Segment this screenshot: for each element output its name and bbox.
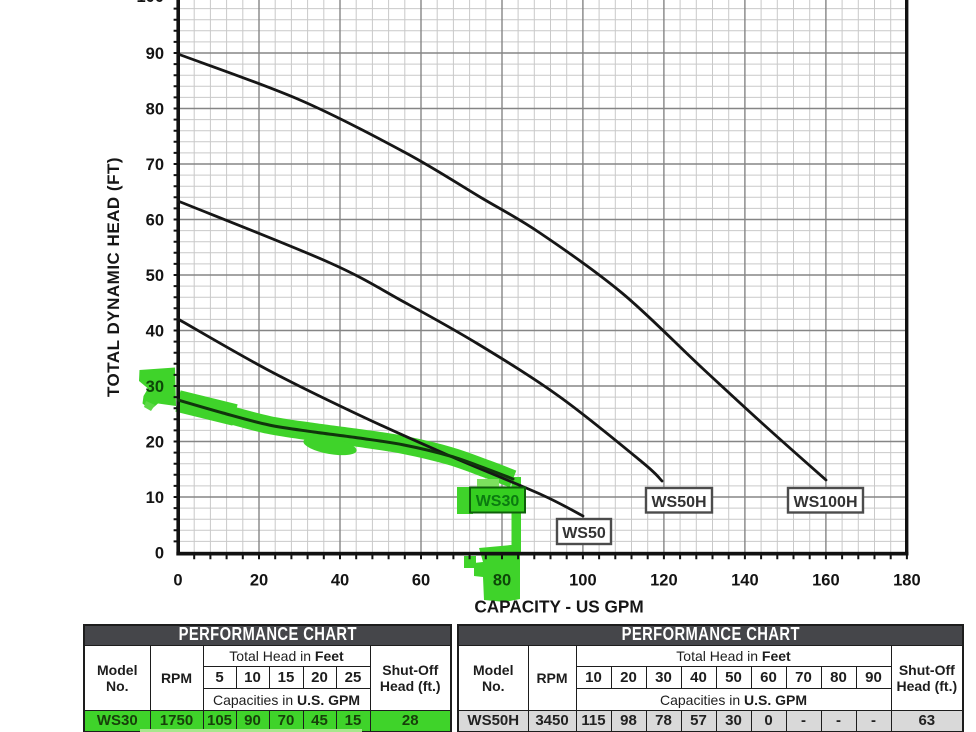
- svg-text:WS50: WS50: [562, 525, 606, 542]
- svg-text:WS30: WS30: [476, 493, 520, 510]
- svg-text:40: 40: [146, 323, 164, 341]
- svg-text:20: 20: [250, 572, 268, 590]
- svg-text:70: 70: [146, 156, 164, 174]
- svg-text:100: 100: [136, 0, 164, 6]
- svg-text:30: 30: [146, 378, 164, 396]
- svg-text:120: 120: [650, 572, 678, 590]
- svg-text:80: 80: [146, 101, 164, 119]
- svg-text:90: 90: [146, 45, 164, 63]
- svg-text:20: 20: [146, 434, 164, 452]
- svg-text:180: 180: [893, 572, 921, 590]
- svg-text:CAPACITY - US GPM: CAPACITY - US GPM: [474, 597, 643, 617]
- svg-text:0: 0: [155, 545, 164, 563]
- svg-text:0: 0: [173, 572, 182, 590]
- svg-text:50: 50: [146, 267, 164, 285]
- svg-text:TOTAL DYNAMIC HEAD (FT): TOTAL DYNAMIC HEAD (FT): [104, 157, 123, 397]
- svg-text:60: 60: [146, 212, 164, 230]
- svg-text:100: 100: [569, 572, 597, 590]
- svg-text:80: 80: [493, 572, 511, 590]
- svg-text:60: 60: [412, 572, 430, 590]
- svg-text:WS100H: WS100H: [793, 494, 857, 511]
- svg-text:140: 140: [731, 572, 759, 590]
- svg-text:10: 10: [146, 489, 164, 507]
- svg-text:WS50H: WS50H: [651, 494, 706, 511]
- svg-text:160: 160: [812, 572, 840, 590]
- svg-text:40: 40: [331, 572, 349, 590]
